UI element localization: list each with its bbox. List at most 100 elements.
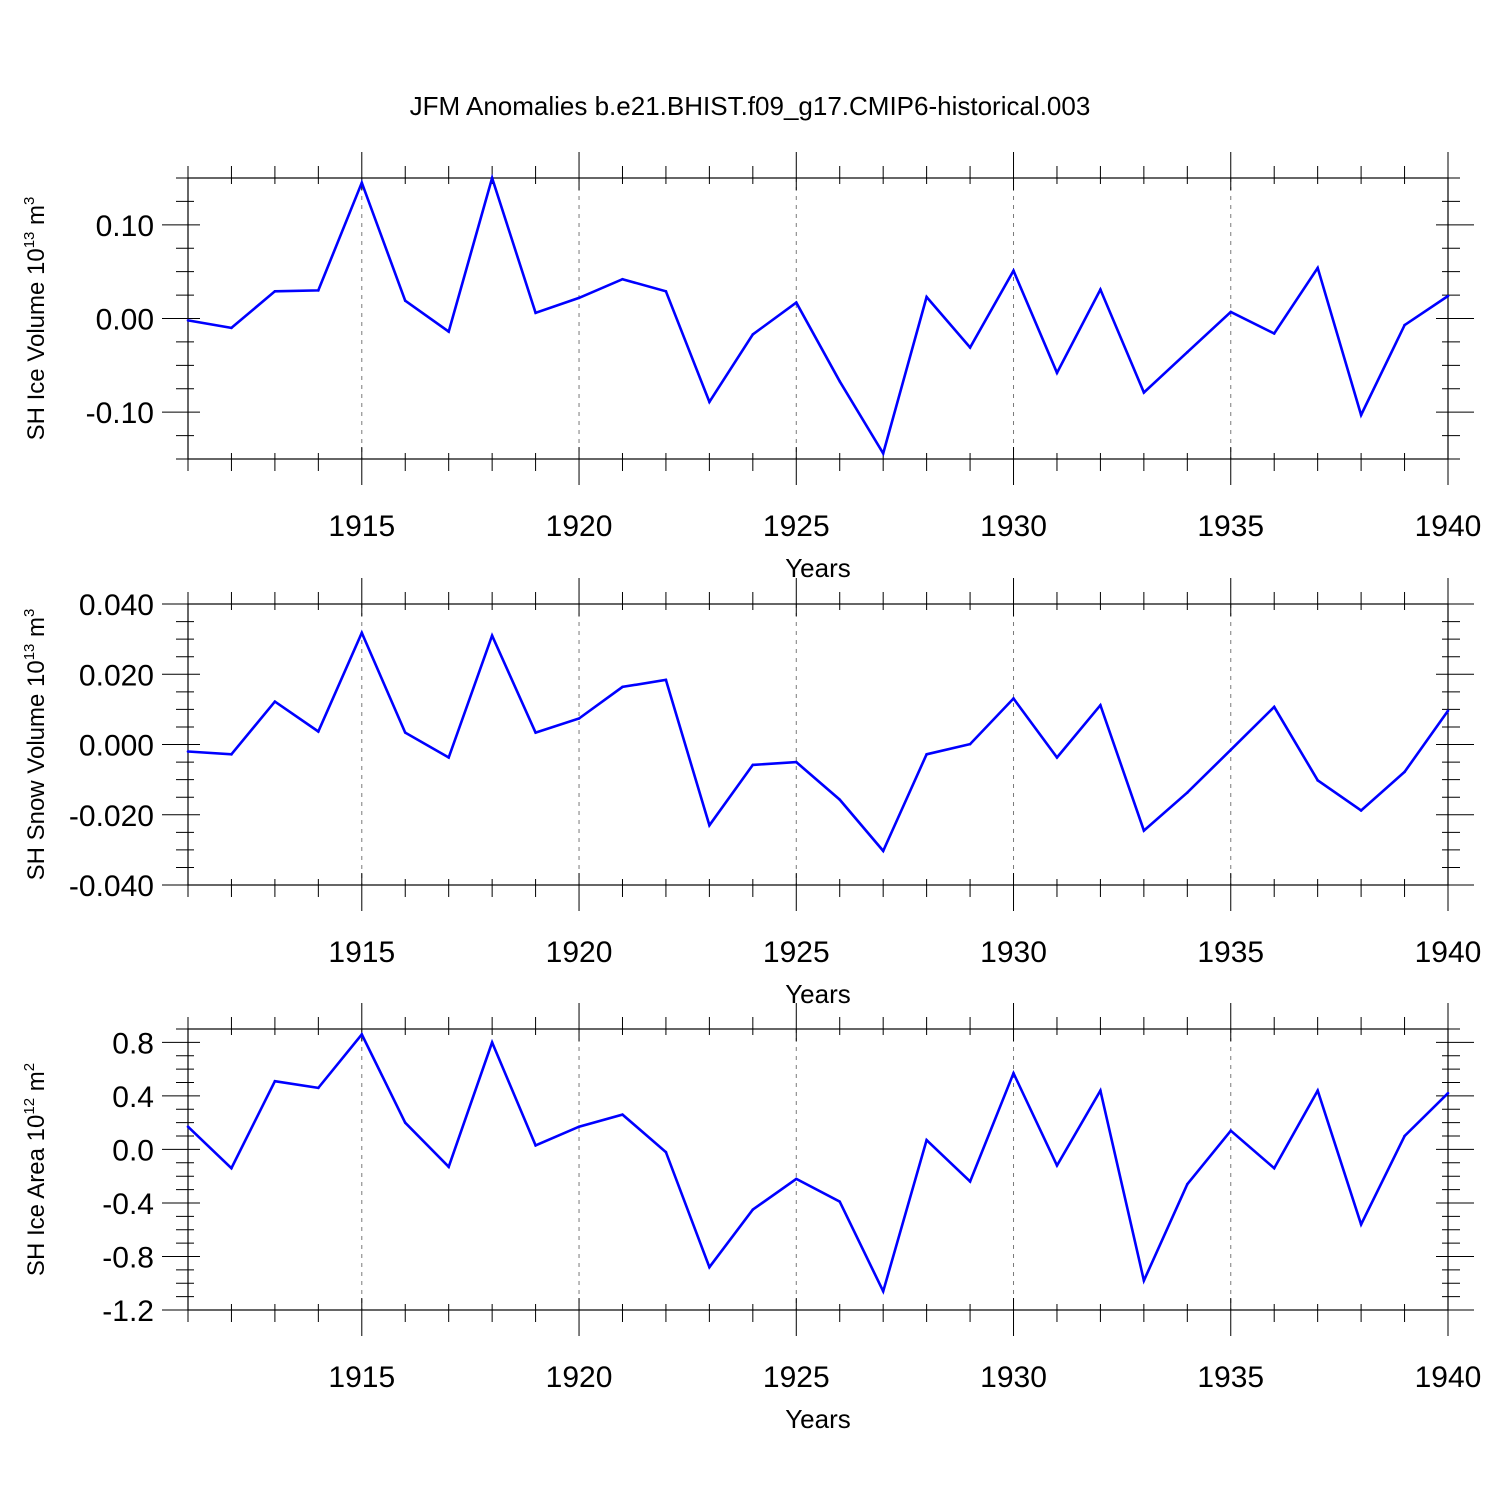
data-point — [360, 181, 364, 184]
data-point — [881, 452, 885, 455]
data-point — [577, 717, 581, 720]
data-point — [1316, 266, 1319, 270]
data-point — [403, 1121, 407, 1124]
data-point — [1229, 748, 1233, 752]
y-tick-label: -0.020 — [69, 800, 154, 833]
data-point — [403, 299, 407, 303]
series-line — [187, 173, 1449, 457]
data-point — [1099, 288, 1102, 291]
data-point — [1359, 809, 1363, 812]
y-axis-label-sup: 13 — [21, 232, 38, 249]
data-point — [577, 296, 581, 300]
x-axis-label: Years — [785, 553, 851, 583]
plot-frame — [187, 177, 1449, 460]
data-point — [925, 295, 928, 299]
x-axis-label: Years — [785, 1404, 851, 1434]
data-point — [1055, 371, 1059, 375]
data-point — [925, 753, 928, 756]
data-point — [360, 1033, 364, 1036]
y-tick-label: 0.0 — [112, 1134, 154, 1167]
data-point — [925, 1138, 928, 1142]
y-axis-label-main: SH Ice Area 10 — [23, 1115, 50, 1276]
data-point — [1186, 791, 1189, 794]
x-tick-label: 1940 — [1415, 936, 1482, 969]
data-point — [1186, 350, 1189, 354]
data-point — [1229, 310, 1233, 314]
data-point — [1403, 770, 1406, 774]
x-tick-label: 1915 — [328, 1361, 395, 1394]
data-point — [1446, 709, 1450, 713]
data-point — [490, 634, 494, 637]
data-point — [534, 1144, 537, 1147]
data-point — [273, 290, 277, 293]
data-point — [664, 1150, 668, 1154]
data-point — [1403, 323, 1406, 327]
y-axis-label-unit: m — [23, 617, 50, 644]
data-point — [1272, 332, 1276, 335]
data-point — [664, 290, 668, 293]
chart-panel-3: 1915 1920 1925 1930 1935 1940 0.8 0.4 0.0 -0.4 -0.… — [21, 1003, 1481, 1434]
data-point — [1403, 1134, 1406, 1138]
y-axis-label-main: SH Snow Volume 10 — [23, 660, 50, 880]
x-tick-label: 1915 — [328, 936, 395, 969]
y-tick-label: -0.10 — [86, 397, 154, 430]
data-point — [968, 346, 972, 349]
x-tick-label: 1935 — [1197, 936, 1264, 969]
x-tick-label: 1925 — [763, 1361, 830, 1394]
y-tick-label: -0.8 — [102, 1241, 154, 1274]
y-axis-label: SH Ice Volume 1013 m3 — [21, 197, 50, 441]
y-axis-label-sup: 12 — [21, 1098, 38, 1115]
data-point — [1055, 756, 1059, 759]
data-point — [317, 1086, 320, 1090]
data-point — [1186, 1182, 1189, 1186]
data-point — [1142, 391, 1146, 394]
data-point — [708, 823, 711, 827]
x-tick-label: 1935 — [1197, 510, 1264, 543]
y-axis-label-sup: 13 — [21, 644, 38, 661]
data-point — [1055, 1164, 1059, 1167]
x-axis-label: Years — [785, 979, 851, 1009]
y-tick-label: -0.040 — [69, 870, 154, 903]
y-tick-label: 0.020 — [79, 659, 154, 692]
data-point — [1359, 413, 1363, 417]
y-tick-label: 0.4 — [112, 1081, 154, 1114]
data-point — [1316, 1089, 1319, 1092]
y-tick-label: 0.000 — [79, 730, 154, 763]
y-axis-label-unit-sup: 3 — [21, 609, 38, 617]
y-axis-label-unit-sup: 2 — [21, 1063, 38, 1071]
y-axis-label-main: SH Ice Volume 10 — [23, 248, 50, 440]
data-point — [577, 1125, 581, 1128]
data-point — [490, 1041, 494, 1044]
data-point — [534, 311, 537, 315]
data-point — [621, 277, 624, 281]
plot-frame — [187, 603, 1449, 886]
x-tick-label: 1920 — [546, 510, 613, 543]
data-point — [317, 289, 320, 292]
data-point — [1446, 1091, 1450, 1095]
data-point — [230, 326, 233, 330]
data-point — [1012, 697, 1015, 700]
data-point — [1272, 1166, 1276, 1170]
data-point — [708, 400, 711, 404]
data-point — [621, 1113, 624, 1116]
y-tick-label: 0.8 — [112, 1027, 154, 1060]
data-point — [838, 1200, 842, 1203]
data-point — [447, 1165, 450, 1169]
data-point — [317, 730, 320, 733]
data-point — [1142, 829, 1146, 832]
x-tick-label: 1940 — [1415, 510, 1482, 543]
data-point — [230, 753, 233, 756]
data-point — [447, 756, 450, 759]
y-axis-label: SH Ice Area 1012 m2 — [21, 1063, 50, 1276]
x-tick-label: 1930 — [980, 1361, 1047, 1394]
data-point — [490, 176, 494, 180]
x-tick-label: 1935 — [1197, 1361, 1264, 1394]
x-tick-label: 1915 — [328, 510, 395, 543]
x-tick-label: 1920 — [546, 936, 613, 969]
data-point — [968, 1180, 972, 1183]
chart-panel-1: 1915 1920 1925 1930 1935 1940 0.10 0.00 -0.10 Yea… — [21, 152, 1481, 583]
data-point — [664, 678, 668, 682]
series-line — [187, 1032, 1449, 1295]
data-point — [534, 731, 537, 734]
